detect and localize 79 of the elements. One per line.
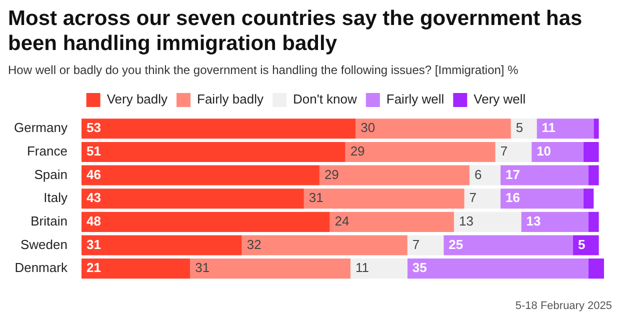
data-label: 7: [412, 236, 420, 252]
data-label: 11: [355, 260, 369, 276]
data-label: 31: [86, 236, 101, 252]
bar: [510, 118, 537, 139]
bar: [190, 258, 350, 279]
bar: [81, 212, 330, 232]
y-tick-label: Spain: [34, 166, 68, 182]
bar: [81, 165, 320, 186]
bar: [588, 165, 599, 186]
bar: [81, 188, 304, 209]
y-tick-label: Denmark: [14, 260, 68, 276]
data-label: 51: [86, 144, 101, 159]
data-label: 25: [448, 236, 464, 252]
bar: [444, 235, 573, 256]
text: 5-18 February 2025: [515, 300, 612, 312]
bar: [583, 142, 599, 162]
legend-label: Fairly badly: [197, 92, 264, 107]
y-tick-label: Germany: [14, 120, 68, 136]
data-label: 7: [500, 144, 508, 159]
data-label: 48: [86, 213, 101, 228]
data-label: 13: [526, 213, 541, 228]
bar: [500, 165, 588, 186]
bar: [81, 235, 242, 256]
data-label: 10: [536, 144, 552, 159]
bar: [454, 212, 522, 232]
data-label: 11: [542, 120, 556, 136]
data-label: 5: [516, 120, 524, 136]
data-label: 6: [474, 166, 482, 182]
chart-subtitle: How well or badly do you think the government is handling the following issues? [Immigration] %: [8, 63, 518, 77]
bar: [536, 118, 594, 139]
data-label: 43: [86, 190, 101, 206]
data-label: 30: [360, 120, 376, 136]
data-label: 31: [308, 190, 324, 206]
bar: [330, 212, 454, 232]
legend-label: Very badly: [106, 92, 168, 107]
bar: [356, 118, 511, 139]
data-label: 13: [458, 213, 474, 228]
bar: [304, 188, 464, 209]
y-tick-label: Sweden: [20, 236, 68, 252]
bar: [583, 188, 594, 209]
data-label: 7: [469, 190, 477, 206]
bar: [464, 188, 501, 209]
data-label: 24: [334, 213, 350, 228]
data-label: 31: [195, 260, 210, 276]
data-label: 29: [350, 144, 365, 159]
bar: [469, 165, 501, 186]
bar: [319, 165, 470, 186]
bar: [407, 235, 444, 256]
bar: [521, 212, 588, 232]
bar: [572, 235, 599, 256]
legend-label: Very well: [474, 92, 526, 107]
data-label: 17: [506, 166, 520, 182]
legend-label: Don't know: [292, 92, 358, 107]
bar: [350, 258, 408, 279]
data-label: 32: [246, 236, 262, 252]
bar: [81, 258, 190, 279]
data-label: 46: [86, 166, 101, 182]
bar: [407, 258, 588, 279]
bar: [500, 188, 584, 209]
data-label: 53: [86, 120, 101, 136]
bar: [532, 142, 584, 162]
data-label: 29: [324, 166, 339, 182]
bar: [594, 118, 599, 139]
data-label: 35: [412, 260, 427, 276]
bar: [242, 235, 408, 256]
y-tick-label: Italy: [44, 190, 68, 206]
bar: [81, 118, 356, 139]
bar: [345, 142, 496, 162]
y-tick-label: Britain: [30, 213, 68, 228]
chart-title: Most across our seven countries say the government has been handling immigration badly: [8, 6, 584, 56]
bar: [81, 142, 346, 162]
data-label: 21: [86, 260, 101, 276]
bar: [495, 142, 532, 162]
y-tick-label: France: [26, 144, 68, 159]
data-label: 5: [578, 236, 586, 252]
bar: [588, 212, 599, 232]
bar: [588, 258, 604, 279]
data-label: 16: [506, 190, 520, 206]
legend-label: Fairly well: [386, 92, 444, 107]
